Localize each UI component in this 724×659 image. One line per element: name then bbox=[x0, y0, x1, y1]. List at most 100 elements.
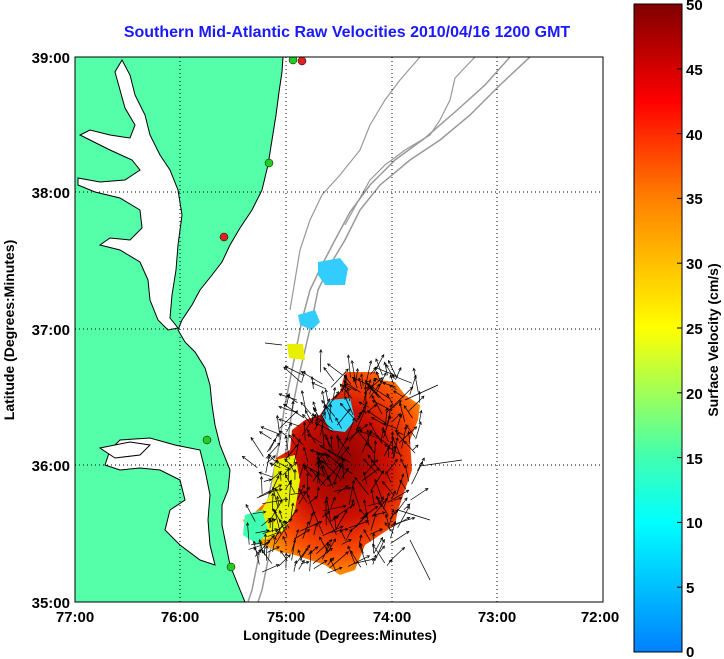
velocity-patch-mid bbox=[298, 310, 320, 330]
velocity-vector bbox=[356, 409, 366, 430]
colorbar-tick-label: 50 bbox=[686, 0, 703, 14]
velocity-arrowhead bbox=[276, 546, 280, 550]
velocity-vector bbox=[409, 375, 417, 395]
velocity-arrowhead bbox=[262, 510, 267, 514]
velocity-arrowhead bbox=[318, 521, 323, 525]
velocity-vector bbox=[377, 497, 389, 516]
velocity-arrowhead bbox=[386, 393, 390, 397]
velocity-arrowhead bbox=[403, 440, 408, 445]
velocity-vector bbox=[403, 405, 413, 419]
velocity-vector bbox=[322, 465, 332, 483]
velocity-vector bbox=[302, 414, 311, 423]
velocity-arrowhead bbox=[292, 433, 296, 438]
y-axis-ticks: 39:00 38:00 37:00 36:00 35:00 bbox=[32, 50, 70, 612]
velocity-vector bbox=[359, 508, 368, 519]
velocity-arrowhead bbox=[335, 390, 340, 395]
velocity-arrowhead bbox=[363, 385, 368, 390]
velocity-arrowhead bbox=[338, 566, 343, 570]
velocity-vector bbox=[363, 391, 367, 403]
velocity-arrowhead bbox=[294, 508, 298, 513]
velocity-arrowhead bbox=[283, 366, 287, 371]
velocity-vector bbox=[318, 452, 327, 463]
velocity-vector bbox=[367, 502, 382, 507]
velocity-vector bbox=[268, 500, 283, 523]
velocity-arrowhead bbox=[324, 388, 328, 393]
colorbar-tick-label: 45 bbox=[686, 62, 703, 79]
velocity-vector bbox=[242, 456, 258, 468]
velocity-vector bbox=[276, 496, 280, 507]
velocity-arrowhead bbox=[358, 401, 362, 405]
velocity-arrowhead bbox=[316, 470, 320, 475]
velocity-arrowhead bbox=[344, 509, 348, 514]
velocity-arrowhead bbox=[278, 509, 282, 514]
velocity-arrowhead bbox=[323, 366, 327, 371]
velocity-vector bbox=[320, 418, 324, 436]
velocity-vector bbox=[358, 377, 363, 389]
velocity-arrowhead bbox=[365, 520, 370, 524]
velocity-arrowhead bbox=[368, 360, 373, 364]
velocity-arrowhead bbox=[381, 538, 385, 543]
velocity-arrowhead bbox=[294, 443, 299, 448]
velocity-vector bbox=[370, 460, 384, 474]
velocity-vector bbox=[308, 496, 318, 504]
velocity-vector bbox=[317, 459, 320, 484]
velocity-arrowhead bbox=[369, 422, 373, 426]
velocity-vector bbox=[256, 491, 272, 499]
velocity-arrowhead bbox=[418, 421, 422, 425]
velocity-vector bbox=[334, 516, 337, 531]
velocity-vector bbox=[353, 378, 358, 389]
velocity-arrowhead bbox=[404, 497, 408, 501]
velocity-arrowhead bbox=[377, 496, 381, 501]
velocity-arrowhead bbox=[325, 436, 329, 441]
velocity-arrowhead bbox=[274, 459, 279, 463]
velocity-arrowhead bbox=[386, 492, 390, 497]
velocity-arrowhead bbox=[294, 560, 298, 564]
chesapeake-bay bbox=[77, 58, 183, 331]
velocity-arrowhead bbox=[272, 508, 276, 512]
map-title: Southern Mid-Atlantic Raw Velocities 201… bbox=[123, 24, 571, 41]
velocity-arrowhead bbox=[403, 405, 407, 409]
velocity-arrowhead bbox=[411, 516, 416, 521]
velocity-vector bbox=[359, 430, 376, 438]
velocity-vector bbox=[327, 449, 351, 463]
velocity-vector bbox=[404, 384, 439, 401]
velocity-arrowhead bbox=[347, 486, 352, 490]
velocity-vector bbox=[327, 462, 342, 479]
velocity-arrowhead bbox=[306, 520, 310, 525]
velocity-arrowhead bbox=[320, 452, 325, 457]
velocity-vector bbox=[396, 473, 404, 496]
velocity-vector bbox=[400, 458, 406, 468]
velocity-vector bbox=[286, 422, 292, 433]
velocity-vector bbox=[372, 498, 388, 517]
velocity-arrowhead bbox=[275, 433, 280, 437]
velocity-arrowhead bbox=[284, 458, 288, 462]
x-axis-ticks: 77:00 76:00 75:00 74:00 73:00 72:00 bbox=[56, 609, 619, 626]
velocity-arrowhead bbox=[278, 471, 282, 475]
velocity-arrowhead bbox=[413, 374, 417, 379]
velocity-vector bbox=[298, 560, 305, 570]
velocity-vector bbox=[259, 431, 272, 440]
velocity-arrowhead bbox=[375, 371, 379, 375]
velocity-vector bbox=[364, 404, 377, 414]
velocity-arrowhead bbox=[274, 528, 279, 532]
velocity-arrowhead bbox=[366, 382, 371, 387]
velocity-vector bbox=[267, 546, 280, 553]
velocity-arrowhead bbox=[275, 414, 280, 419]
velocity-vector bbox=[394, 386, 414, 405]
velocity-vector bbox=[312, 471, 320, 482]
velocity-vector bbox=[255, 530, 270, 534]
velocity-vector bbox=[344, 383, 357, 392]
velocity-arrowhead bbox=[322, 411, 326, 416]
velocity-vector bbox=[326, 538, 336, 554]
velocity-arrowhead bbox=[372, 543, 376, 548]
velocity-arrowhead bbox=[324, 433, 328, 438]
velocity-arrowhead bbox=[336, 434, 340, 439]
velocity-arrowhead bbox=[281, 520, 285, 524]
velocity-arrowhead bbox=[401, 473, 405, 478]
velocity-vector bbox=[354, 558, 375, 564]
velocity-arrowhead bbox=[321, 390, 325, 394]
velocity-vector bbox=[283, 403, 305, 419]
velocity-arrowhead bbox=[419, 409, 423, 414]
velocity-vector bbox=[292, 434, 304, 446]
velocity-arrowhead bbox=[258, 471, 263, 475]
